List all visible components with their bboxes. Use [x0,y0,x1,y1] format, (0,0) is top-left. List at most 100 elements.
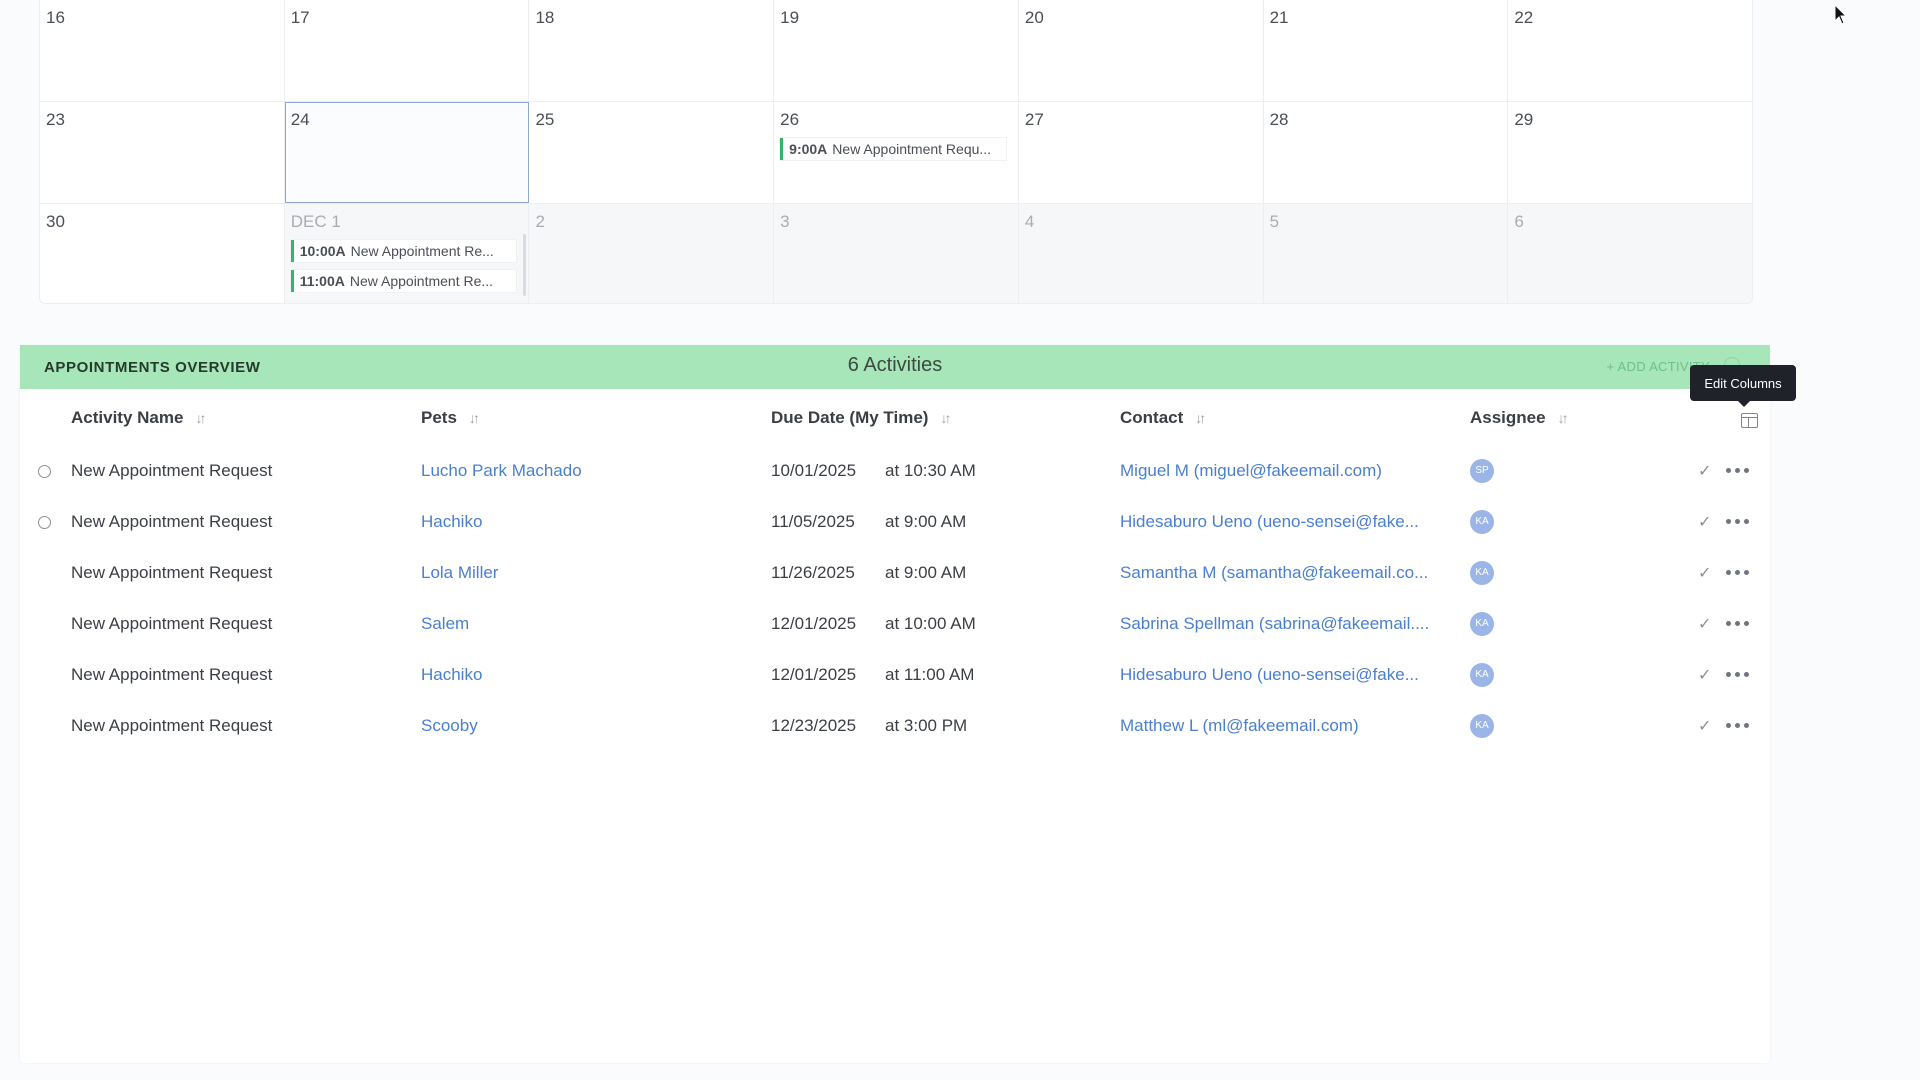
calendar-day-cell[interactable]: 29 [1508,102,1752,203]
day-number: 16 [46,8,65,27]
calendar-day-cell[interactable]: 6 [1508,204,1752,303]
pet-link[interactable]: Hachiko [421,664,483,684]
column-activity-name[interactable]: Activity Name ↓↑ [71,408,206,427]
table-row[interactable]: New Appointment Request Hachiko 12/01/2025… [20,649,1770,700]
due-date: 12/23/2025 [771,715,857,735]
sort-icon[interactable]: ↓↑ [468,410,480,426]
sort-icon[interactable]: ↓↑ [1195,410,1206,426]
calendar-day-cell[interactable]: 21 [1264,0,1509,101]
more-options-icon[interactable] [1726,621,1749,626]
calendar-day-cell[interactable]: 2 [529,204,775,303]
activity-name[interactable]: New Appointment Request [71,613,273,633]
check-icon[interactable]: ✓ [1698,615,1712,633]
day-scrollbar[interactable] [523,234,527,296]
day-number: 22 [1514,8,1534,27]
activity-name[interactable]: New Appointment Request [71,664,273,684]
sort-icon[interactable]: ↓↑ [1557,410,1569,426]
complete-radio[interactable] [38,516,51,529]
activity-name[interactable]: New Appointment Request [71,715,273,735]
check-icon[interactable]: ✓ [1698,564,1712,582]
column-assignee[interactable]: Assignee ↓↑ [1470,408,1569,427]
calendar-event[interactable]: 11:00A New Appointment Re... [290,270,517,292]
calendar-day-cell[interactable]: 22 [1508,0,1752,101]
calendar-event[interactable]: 10:00A New Appointment Re... [290,240,517,262]
contact-link[interactable]: Hidesaburo Ueno (ueno-sensei@fake... [1120,511,1419,531]
event-title: New Appointment Requ... [832,141,992,157]
assignee-avatar[interactable]: KA [1470,713,1494,738]
calendar-day-cell[interactable]: DEC 1 10:00A New Appointment Re... 11:00A Ne… [284,204,530,303]
table-row[interactable]: New Appointment Request Lola Miller 11/26/… [20,547,1770,598]
day-number: 21 [1269,8,1289,27]
add-activity-button[interactable]: + ADD ACTIVITY [1606,359,1710,374]
contact-link[interactable]: Sabrina Spellman (sabrina@fakeemail.... [1120,613,1430,633]
calendar-month-view: 16 17 18 19 20 21 22 23 24 25 26 9:00A New Appointme… [39,0,1753,304]
calendar-day-cell[interactable]: 5 [1263,204,1509,303]
calendar-day-cell[interactable]: 28 [1264,102,1509,203]
calendar-day-cell[interactable]: 25 [529,102,775,203]
calendar-day-cell[interactable]: 30 [40,204,285,303]
activities-table-body: New Appointment Request Lucho Park Machad… [20,445,1770,751]
check-icon[interactable]: ✓ [1698,717,1712,735]
edit-columns-tooltip: Edit Columns [1690,365,1796,407]
column-contact[interactable]: Contact ↓↑ [1120,408,1206,427]
edit-columns-icon[interactable] [1741,413,1758,428]
pet-link[interactable]: Lucho Park Machado [421,460,582,480]
pet-link[interactable]: Lola Miller [421,562,499,582]
calendar-day-cell[interactable]: 4 [1018,204,1264,303]
contact-link[interactable]: Hidesaburo Ueno (ueno-sensei@fake... [1120,664,1419,684]
sort-icon[interactable]: ↓↑ [940,410,951,426]
assignee-avatar[interactable]: KA [1470,662,1494,687]
due-time: at 9:00 AM [885,511,967,531]
table-row[interactable]: New Appointment Request Lucho Park Machad… [20,445,1770,496]
calendar-day-cell[interactable]: 19 [774,0,1019,101]
calendar-event[interactable]: 9:00A New Appointment Requ... [780,138,1006,160]
contact-link[interactable]: Samantha M (samantha@fakeemail.co... [1120,562,1429,582]
contact-link[interactable]: Matthew L (ml@fakeemail.com) [1120,715,1359,735]
more-options-icon[interactable] [1726,723,1749,728]
due-date: 12/01/2025 [771,613,857,633]
more-options-icon[interactable] [1726,468,1749,473]
calendar-day-cell[interactable]: 17 [285,0,530,101]
calendar-day-cell[interactable]: 26 9:00A New Appointment Requ... [774,102,1019,203]
activity-name[interactable]: New Appointment Request [71,562,273,582]
calendar-week-row: 23 24 25 26 9:00A New Appointment Requ... 27 28… [40,102,1752,204]
calendar-day-cell[interactable]: 27 [1019,102,1264,203]
overview-title: APPOINTMENTS OVERVIEW [44,358,261,376]
more-options-icon[interactable] [1726,672,1749,677]
assignee-avatar[interactable]: KA [1470,611,1494,636]
calendar-day-cell[interactable]: 3 [774,204,1019,303]
activity-name[interactable]: New Appointment Request [71,460,273,480]
assignee-avatar[interactable]: KA [1470,509,1494,534]
event-time: 10:00A [299,243,346,259]
assignee-avatar[interactable]: SP [1470,458,1494,483]
pet-link[interactable]: Salem [421,613,470,633]
pet-link[interactable]: Scooby [421,715,478,735]
complete-radio[interactable] [38,465,51,478]
table-row[interactable]: New Appointment Request Hachiko 11/05/2025… [20,496,1770,547]
day-number: DEC 1 [290,212,341,231]
pet-link[interactable]: Hachiko [421,511,483,531]
calendar-day-cell[interactable]: 24 [284,102,530,203]
due-time: at 3:00 PM [885,715,968,735]
event-title: New Appointment Re... [349,273,494,289]
more-options-icon[interactable] [1726,519,1749,524]
calendar-day-cell[interactable]: 20 [1019,0,1264,101]
contact-link[interactable]: Miguel M (miguel@fakeemail.com) [1120,460,1382,480]
day-number: 5 [1269,212,1280,231]
calendar-week-row: 30 DEC 1 10:00A New Appointment Re... 11:00A… [40,204,1752,303]
column-pets[interactable]: Pets ↓↑ [421,408,480,427]
calendar-day-cell[interactable]: 16 [40,0,285,101]
assignee-avatar[interactable]: KA [1470,560,1494,585]
table-row[interactable]: New Appointment Request Scooby 12/23/2025 a… [20,700,1770,751]
sort-icon[interactable]: ↓↑ [195,410,206,426]
calendar-day-cell[interactable]: 18 [529,0,775,101]
activity-name[interactable]: New Appointment Request [71,511,273,531]
table-row[interactable]: New Appointment Request Salem 12/01/2025 at… [20,598,1770,649]
more-options-icon[interactable] [1726,570,1749,575]
calendar-day-cell[interactable]: 23 [40,102,285,203]
check-icon[interactable]: ✓ [1698,462,1712,480]
column-due-date[interactable]: Due Date (My Time) ↓↑ [771,408,951,427]
check-icon[interactable]: ✓ [1698,666,1712,684]
day-number: 29 [1514,110,1534,129]
check-icon[interactable]: ✓ [1698,513,1712,531]
